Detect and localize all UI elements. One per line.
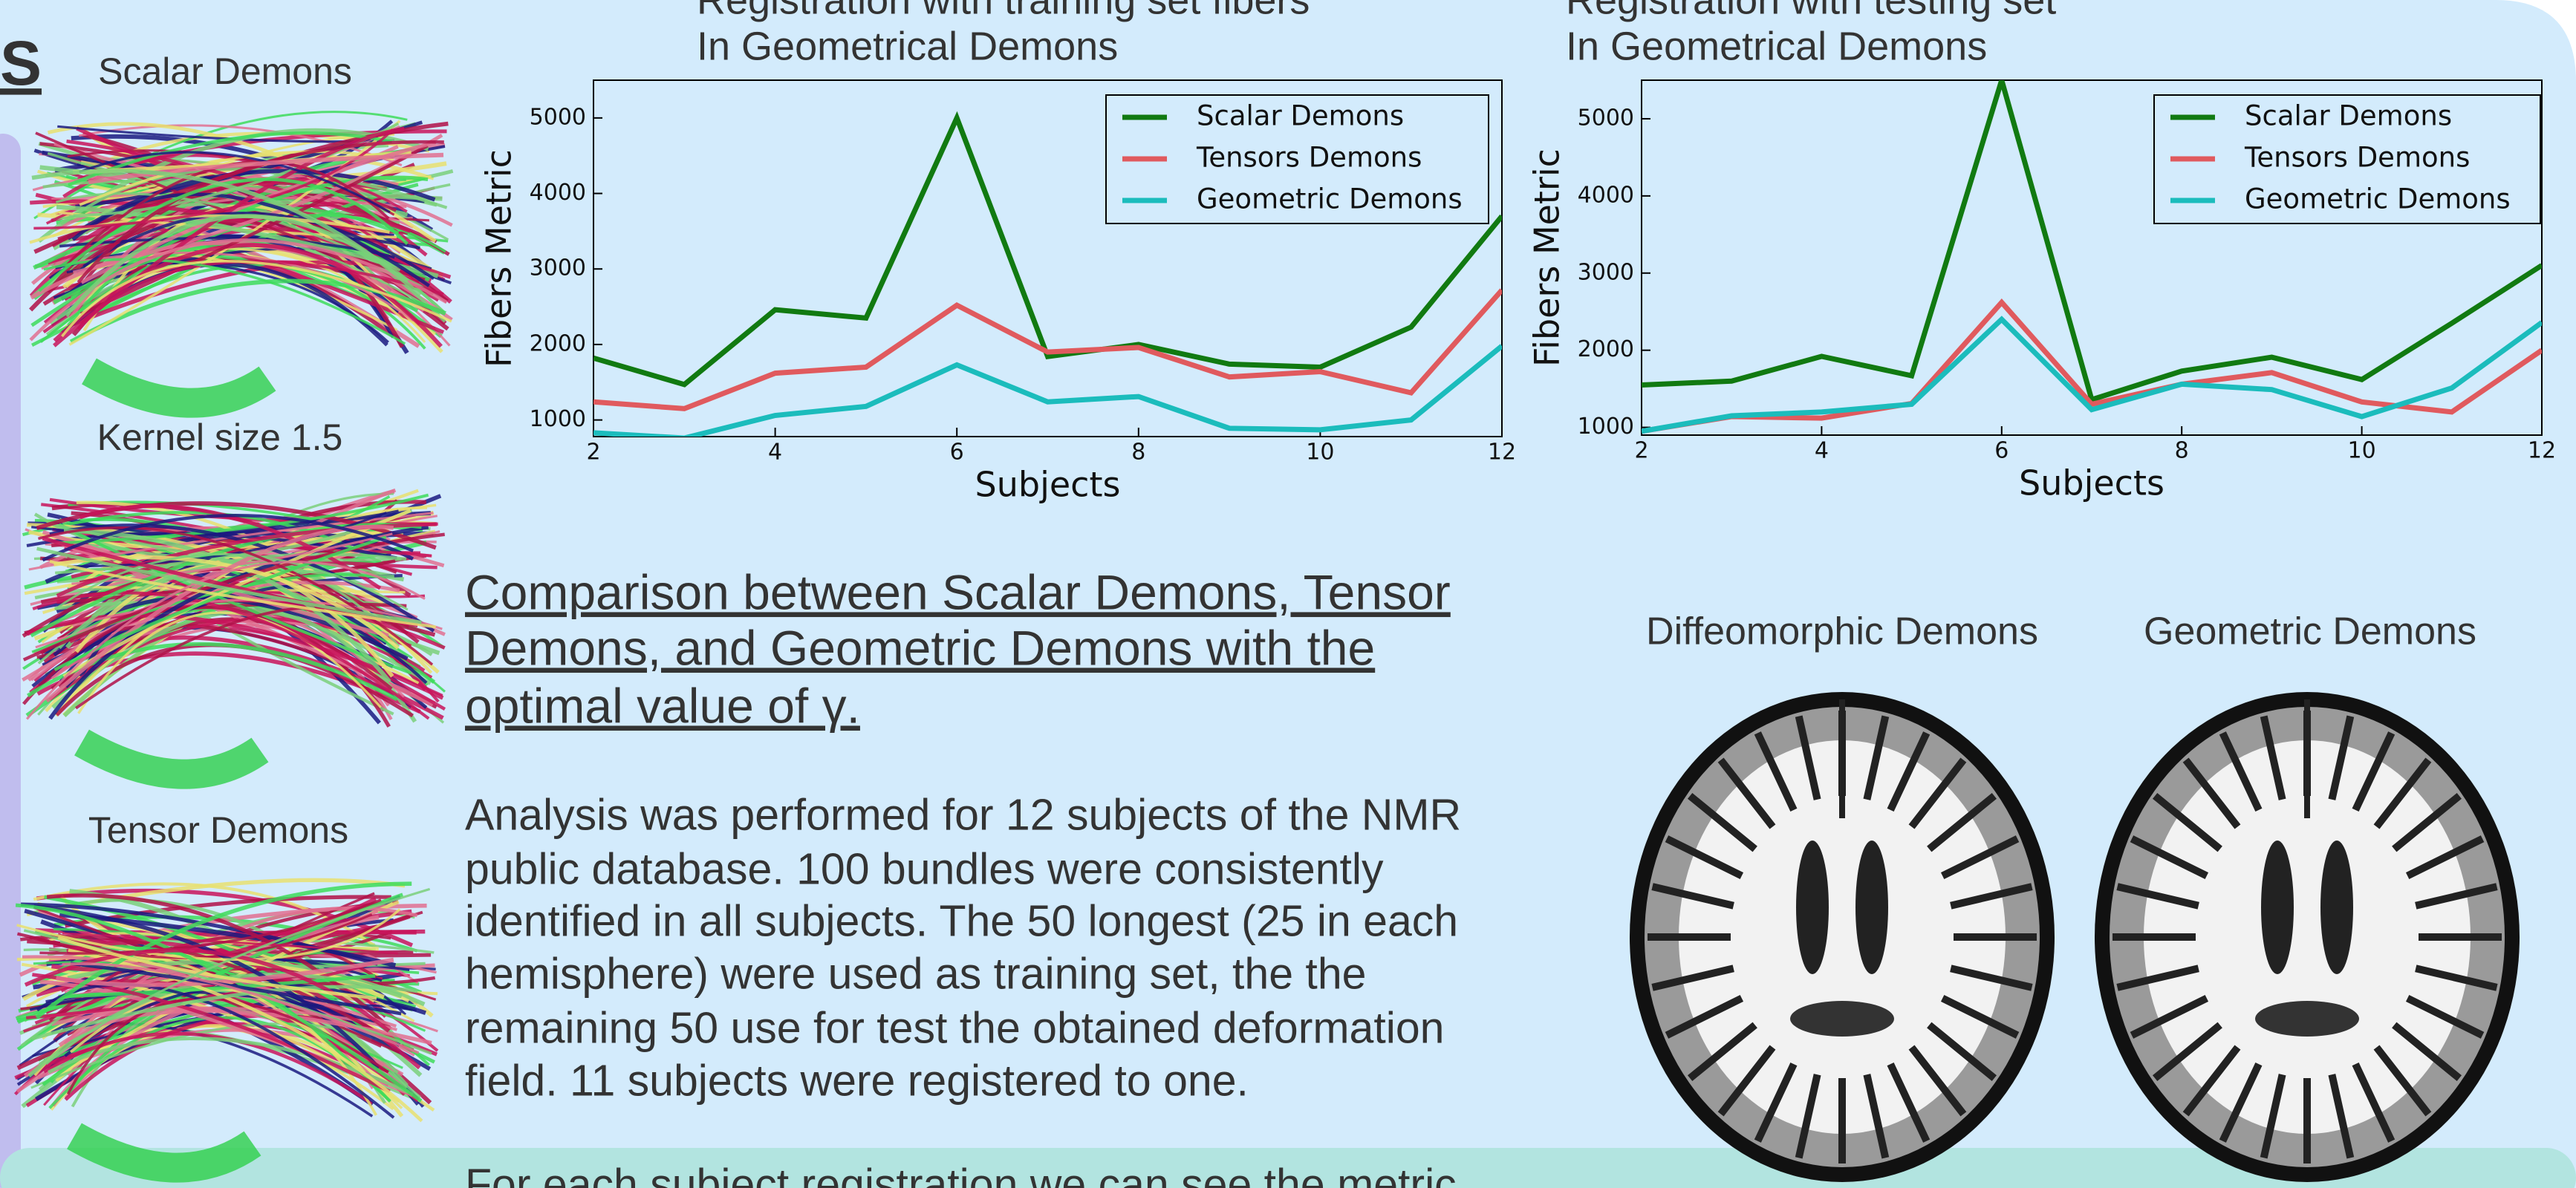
ventricle — [2261, 841, 2294, 974]
side-bar — [0, 134, 21, 1188]
ventricle — [1790, 1001, 1894, 1037]
brain-label: Kernel size 1.5 — [97, 417, 343, 458]
legend-label: Tensors Demons — [2244, 142, 2470, 174]
legend-label: Geometric Demons — [2245, 183, 2511, 215]
chart-title: Registration with training set fibers — [697, 0, 1310, 22]
x-axis-label: Subjects — [975, 465, 1121, 505]
y-axis-label: Fibers Metric — [1527, 148, 1567, 367]
x-tick-label: 4 — [1815, 438, 1829, 464]
ventricle — [2320, 841, 2353, 974]
page: S Scalar Demons Kernel size 1.5 Tensor Dem… — [0, 0, 2576, 1188]
legend-label: Tensors Demons — [1196, 142, 1422, 174]
brain-label: Tensor Demons — [88, 809, 348, 851]
ventricle — [1855, 841, 1888, 974]
heading: Comparison between Scalar Demons, Tensor — [465, 564, 1451, 619]
chart-title: Registration with testing set — [1566, 0, 2056, 22]
y-tick-label: 5000 — [1578, 105, 1634, 131]
x-tick-label: 10 — [2348, 438, 2376, 464]
y-tick-label: 4000 — [1578, 182, 1634, 208]
paragraph-line: hemisphere) were used as training set, t… — [465, 950, 1366, 999]
y-tick-label: 3000 — [1578, 259, 1634, 285]
x-tick-label: 2 — [1634, 438, 1648, 464]
ventricle — [2255, 1001, 2359, 1037]
x-tick-label: 10 — [1306, 440, 1334, 466]
paragraph-line: Analysis was performed for 12 subjects o… — [465, 791, 1461, 840]
chart-title: In Geometrical Demons — [1566, 24, 1987, 68]
paragraph-line: identified in all subjects. The 50 longe… — [465, 897, 1458, 946]
y-tick-label: 4000 — [530, 180, 586, 206]
ventricle — [1796, 841, 1829, 974]
paragraph-line: field. 11 subjects were registered to on… — [465, 1057, 1249, 1106]
x-tick-label: 6 — [950, 440, 964, 466]
x-tick-label: 6 — [1994, 438, 2009, 464]
corner-letter: S — [0, 28, 42, 98]
x-tick-label: 8 — [1131, 440, 1145, 466]
x-tick-label: 2 — [586, 440, 600, 466]
footer-text: For each subject registration we can see… — [465, 1161, 1457, 1188]
x-tick-label: 4 — [768, 440, 782, 466]
paragraph-line: remaining 50 use for test the obtained d… — [465, 1004, 1444, 1053]
chart-title: In Geometrical Demons — [697, 24, 1118, 68]
y-tick-label: 2000 — [1578, 336, 1634, 362]
x-tick-label: 8 — [2175, 438, 2189, 464]
x-axis-label: Subjects — [2019, 463, 2164, 503]
x-tick-label: 12 — [2528, 438, 2556, 464]
mri-label: Diffeomorphic Demons — [1646, 610, 2038, 653]
paragraph-line: public database. 100 bundles were consis… — [465, 845, 1384, 894]
legend-label: Scalar Demons — [2245, 100, 2452, 132]
y-tick-label: 3000 — [530, 255, 586, 281]
poster: S Scalar Demons Kernel size 1.5 Tensor Dem… — [0, 0, 2576, 1188]
y-tick-label: 5000 — [530, 104, 586, 130]
legend-label: Scalar Demons — [1197, 100, 1404, 132]
y-tick-label: 1000 — [530, 406, 586, 432]
x-tick-label: 12 — [1488, 440, 1516, 466]
heading: Demons, and Geometric Demons with the — [465, 620, 1375, 675]
y-tick-label: 2000 — [530, 330, 586, 356]
brain-label: Scalar Demons — [98, 50, 352, 92]
legend-label: Geometric Demons — [1197, 183, 1463, 215]
y-tick-label: 1000 — [1578, 414, 1634, 440]
y-axis-label: Fibers Metric — [479, 149, 519, 368]
mri-label: Geometric Demons — [2144, 610, 2476, 653]
heading: optimal value of γ. — [465, 678, 860, 733]
